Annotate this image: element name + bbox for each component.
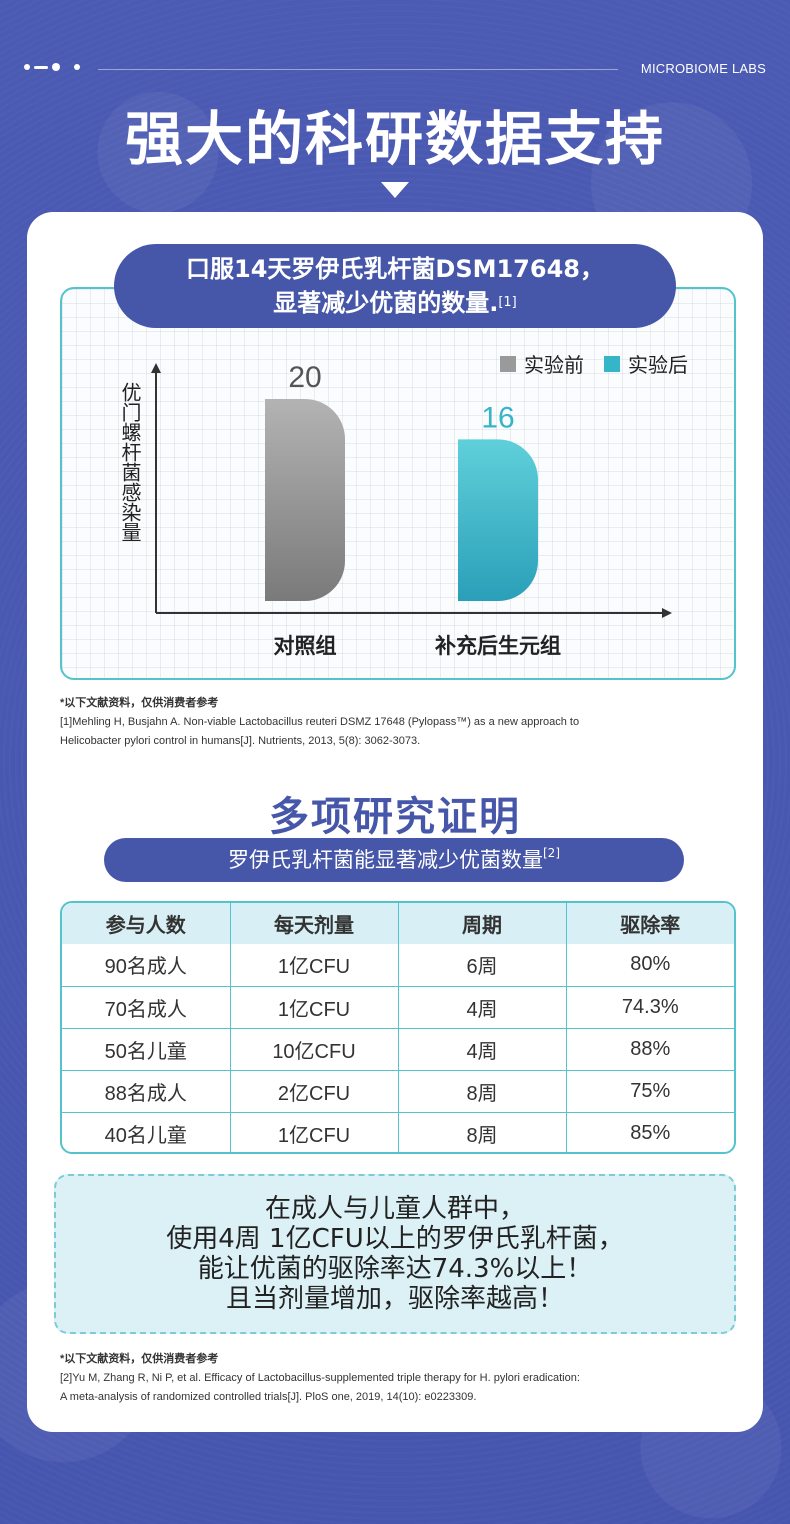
table-cell: 70名成人	[62, 985, 231, 1029]
table-header-participants: 参与人数	[62, 903, 231, 944]
table-cell: 8周	[397, 1111, 567, 1152]
table-row: 90名成人 1亿CFU 6周 80%	[62, 944, 734, 987]
table-header-row: 参与人数 每天剂量 周期 驱除率	[62, 903, 734, 944]
table-cell: 75%	[565, 1069, 734, 1113]
table-cell: 88名成人	[62, 1069, 231, 1113]
summary-line1: 在成人与儿童人群中，	[264, 1194, 525, 1224]
table-cell: 4周	[397, 1027, 567, 1071]
footnote-2-line1: [2]Yu M, Zhang R, Ni P, et al. Efficacy …	[60, 1372, 580, 1384]
bar-chart: 20 对照组 16 补充后生元组	[151, 361, 672, 658]
chart-legend: 实验前 实验后	[500, 349, 708, 378]
chevron-down-icon	[381, 182, 409, 198]
summary-line4: 且当剂量增加，驱除率越高！	[225, 1284, 564, 1314]
footnote-1-line1: [1]Mehling H, Busjahn A. Non-viable Lact…	[60, 716, 580, 728]
footnote-2-line2: A meta-analysis of randomized controlled…	[60, 1391, 477, 1403]
section2-subtitle: 罗伊氏乳杆菌能显著减少优菌数量[2]	[104, 838, 684, 882]
bar-control	[265, 399, 345, 601]
table-header-eradication: 驱除率	[565, 903, 734, 944]
chart-title-ref: [1]	[498, 295, 517, 310]
summary-line2: 使用4周 1亿CFU以上的罗伊氏乳杆菌，	[166, 1224, 624, 1254]
table-cell: 80%	[565, 944, 734, 987]
table-row: 88名成人 2亿CFU 8周 75%	[62, 1069, 734, 1113]
legend-label-before: 实验前	[524, 353, 584, 377]
table-row: 40名儿童 1亿CFU 8周 85%	[62, 1111, 734, 1152]
table-row: 50名儿童 10亿CFU 4周 88%	[62, 1027, 734, 1071]
chart-title-line2: 显著减少优菌的数量.[1]	[273, 289, 517, 317]
decorative-dots	[24, 63, 80, 71]
legend-swatch-after	[604, 355, 620, 372]
top-bar: MICROBIOME LABS	[0, 58, 790, 82]
table-cell: 40名儿童	[62, 1111, 231, 1152]
table-header-dose: 每天剂量	[229, 903, 399, 944]
section2-subtitle-ref: [2]	[543, 846, 560, 860]
table-cell: 74.3%	[565, 985, 734, 1029]
table-cell: 90名成人	[62, 944, 231, 987]
chart-title-line1: 口服14天罗伊氏乳杆菌DSM17648，	[186, 255, 604, 283]
x-axis-arrow-icon	[662, 608, 672, 618]
footnote-1: *以下文献资料，仅供消费者参考 [1]Mehling H, Busjahn A.…	[60, 694, 740, 751]
table-cell: 6周	[397, 944, 567, 987]
bar-postbiotic	[458, 439, 538, 601]
top-divider	[98, 69, 618, 70]
table-cell: 1亿CFU	[229, 985, 399, 1029]
section2-title: 多项研究证明	[269, 794, 521, 840]
page-title: 强大的科研数据支持	[124, 105, 665, 173]
footnote-2: *以下文献资料，仅供消费者参考 [2]Yu M, Zhang R, Ni P, …	[60, 1350, 740, 1407]
summary-line3: 能让优菌的驱除率达74.3%以上！	[197, 1254, 593, 1284]
legend-item-before: 实验前	[500, 349, 584, 378]
chart-title: 口服14天罗伊氏乳杆菌DSM17648， 显著减少优菌的数量.[1]	[114, 244, 676, 328]
table-cell: 1亿CFU	[229, 944, 399, 987]
table-cell: 8周	[397, 1069, 567, 1113]
data-label-postbiotic: 16	[481, 401, 514, 434]
table-cell: 10亿CFU	[229, 1027, 399, 1071]
legend-item-after: 实验后	[604, 349, 688, 378]
table-cell: 1亿CFU	[229, 1111, 399, 1152]
brand-label: MICROBIOME LABS	[640, 61, 766, 76]
x-tick-label-control: 对照组	[274, 634, 337, 658]
table-cell: 4周	[397, 985, 567, 1029]
y-axis-arrow-icon	[151, 363, 161, 373]
table-row: 70名成人 1亿CFU 4周 74.3%	[62, 985, 734, 1029]
study-table: 参与人数 每天剂量 周期 驱除率 90名成人 1亿CFU 6周 80% 70名成…	[60, 901, 736, 1154]
x-tick-label-postbiotic: 补充后生元组	[434, 634, 561, 658]
legend-swatch-before	[500, 355, 516, 372]
table-cell: 85%	[565, 1111, 734, 1152]
summary-box: 在成人与儿童人群中， 使用4周 1亿CFU以上的罗伊氏乳杆菌， 能让优菌的驱除率…	[54, 1174, 736, 1334]
table-header-period: 周期	[397, 903, 567, 944]
data-label-control: 20	[288, 361, 321, 394]
footnote-1-line2: Helicobacter pylori control in humans[J]…	[60, 735, 421, 747]
legend-label-after: 实验后	[628, 353, 688, 377]
footnote-2-note: *以下文献资料，仅供消费者参考	[60, 1353, 219, 1365]
table-cell: 88%	[565, 1027, 734, 1071]
table-cell: 50名儿童	[62, 1027, 231, 1071]
y-axis-label: 优门螺杆菌感染量	[118, 382, 142, 542]
table-cell: 2亿CFU	[229, 1069, 399, 1113]
footnote-1-note: *以下文献资料，仅供消费者参考	[60, 697, 219, 709]
